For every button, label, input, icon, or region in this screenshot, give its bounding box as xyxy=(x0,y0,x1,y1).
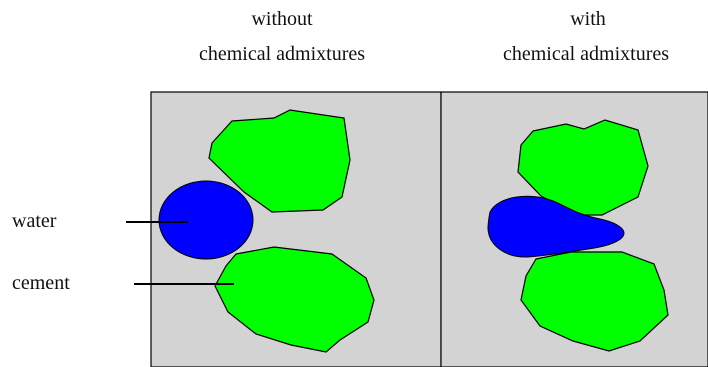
water-droplet-left xyxy=(158,180,254,260)
cement-label: cement xyxy=(12,272,70,294)
right-header-line2: chemical admixtures xyxy=(502,43,670,65)
left-header-line1: without xyxy=(251,8,313,30)
cement-particle-right-top xyxy=(517,119,649,216)
left-header-line2: chemical admixtures xyxy=(198,43,366,65)
cement-particle-right-bottom xyxy=(520,251,669,352)
cement-particle-left-top xyxy=(208,109,351,213)
water-droplet-right xyxy=(487,195,625,258)
water-label: water xyxy=(12,210,57,232)
cement-particle-left-bottom xyxy=(214,246,375,353)
right-header-line1: with xyxy=(570,8,606,30)
